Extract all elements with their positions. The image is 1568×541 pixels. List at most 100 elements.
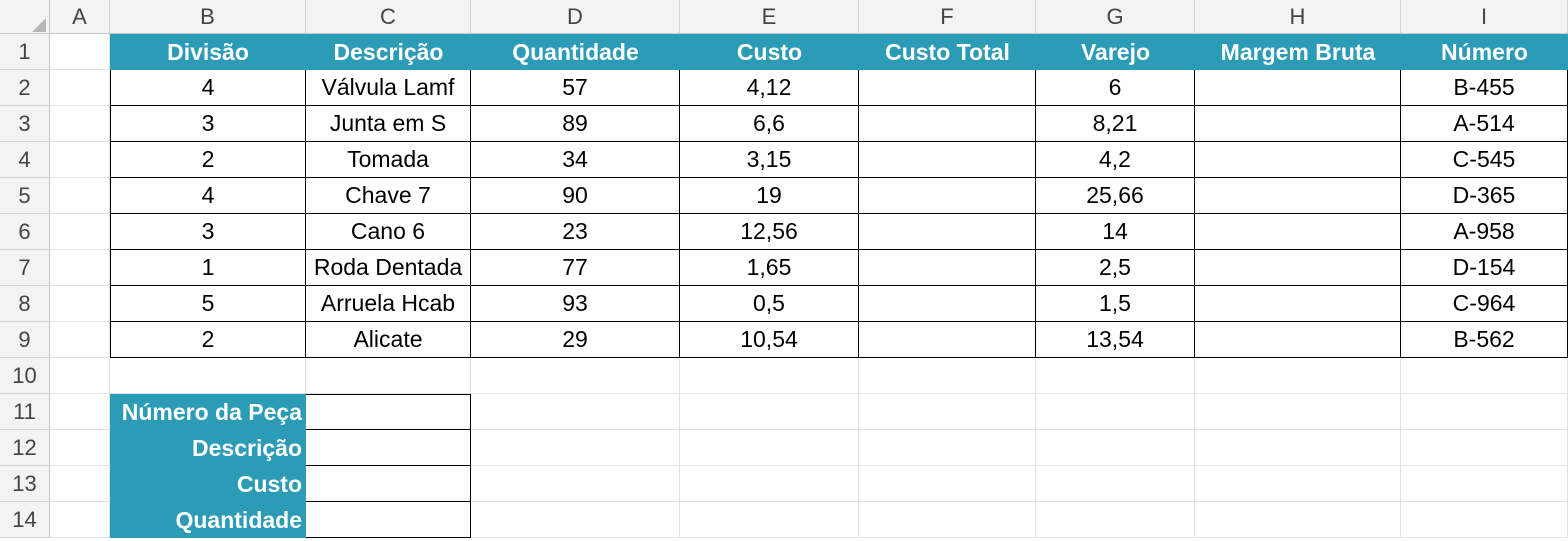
table-cell[interactable]: 13,54	[1036, 322, 1195, 358]
table-cell[interactable]	[1195, 70, 1401, 106]
row-header-8[interactable]: 8	[0, 286, 50, 322]
table-cell[interactable]: 93	[471, 286, 680, 322]
table-cell[interactable]: 6	[1036, 70, 1195, 106]
table-cell[interactable]: 10,54	[680, 322, 859, 358]
table-cell[interactable]: 0,5	[680, 286, 859, 322]
table-cell[interactable]: 5	[110, 286, 306, 322]
column-header-b[interactable]: B	[110, 0, 306, 34]
cell[interactable]	[680, 358, 859, 394]
table-cell[interactable]	[1195, 178, 1401, 214]
cell[interactable]	[471, 394, 680, 430]
table-cell[interactable]: 4,12	[680, 70, 859, 106]
table-cell[interactable]: Junta em S	[306, 106, 471, 142]
table-cell[interactable]: 25,66	[1036, 178, 1195, 214]
table-cell[interactable]: 57	[471, 70, 680, 106]
table-cell[interactable]: B-562	[1401, 322, 1568, 358]
cell[interactable]	[1036, 466, 1195, 502]
column-header-g[interactable]: G	[1036, 0, 1195, 34]
cell[interactable]	[110, 358, 306, 394]
column-header-f[interactable]: F	[859, 0, 1036, 34]
table-cell[interactable]	[1195, 286, 1401, 322]
table-cell[interactable]: D-365	[1401, 178, 1568, 214]
table-cell[interactable]: 1	[110, 250, 306, 286]
cell[interactable]	[50, 430, 110, 466]
row-header-13[interactable]: 13	[0, 466, 50, 502]
table-header-cell[interactable]: Varejo	[1036, 34, 1195, 70]
table-header-cell[interactable]: Número	[1401, 34, 1568, 70]
table-cell[interactable]: 77	[471, 250, 680, 286]
table-cell[interactable]: Tomada	[306, 142, 471, 178]
cell[interactable]	[680, 502, 859, 538]
table-cell[interactable]: C-545	[1401, 142, 1568, 178]
table-cell[interactable]: 2,5	[1036, 250, 1195, 286]
table-cell[interactable]: 23	[471, 214, 680, 250]
cell[interactable]	[50, 502, 110, 538]
column-header-e[interactable]: E	[680, 0, 859, 34]
table-cell[interactable]	[859, 322, 1036, 358]
table-cell[interactable]	[859, 142, 1036, 178]
cell[interactable]	[680, 430, 859, 466]
cell[interactable]	[471, 466, 680, 502]
cell[interactable]	[1036, 358, 1195, 394]
table-cell[interactable]: 4	[110, 70, 306, 106]
table-cell[interactable]: A-958	[1401, 214, 1568, 250]
table-cell[interactable]: C-964	[1401, 286, 1568, 322]
table-cell[interactable]: 1,65	[680, 250, 859, 286]
cell[interactable]	[1195, 358, 1401, 394]
cell[interactable]	[859, 466, 1036, 502]
row-header-4[interactable]: 4	[0, 142, 50, 178]
cell[interactable]	[1401, 358, 1568, 394]
table-header-cell[interactable]: Descrição	[306, 34, 471, 70]
table-cell[interactable]	[859, 70, 1036, 106]
table-cell[interactable]: 8,21	[1036, 106, 1195, 142]
row-header-12[interactable]: 12	[0, 430, 50, 466]
table-cell[interactable]: 90	[471, 178, 680, 214]
cell[interactable]	[50, 394, 110, 430]
column-header-h[interactable]: H	[1195, 0, 1401, 34]
table-cell[interactable]: 89	[471, 106, 680, 142]
table-cell[interactable]: 2	[110, 142, 306, 178]
cell[interactable]	[50, 34, 110, 70]
cell[interactable]	[471, 502, 680, 538]
table-cell[interactable]: Roda Dentada	[306, 250, 471, 286]
cell[interactable]	[1195, 466, 1401, 502]
cell[interactable]	[50, 214, 110, 250]
table-cell[interactable]: 6,6	[680, 106, 859, 142]
cell[interactable]	[1036, 502, 1195, 538]
row-header-11[interactable]: 11	[0, 394, 50, 430]
cell[interactable]	[680, 394, 859, 430]
table-cell[interactable]: 4,2	[1036, 142, 1195, 178]
cell[interactable]	[50, 142, 110, 178]
cell[interactable]	[471, 430, 680, 466]
table-cell[interactable]: 3	[110, 214, 306, 250]
row-header-2[interactable]: 2	[0, 70, 50, 106]
cell[interactable]	[471, 358, 680, 394]
table-cell[interactable]: B-455	[1401, 70, 1568, 106]
cell[interactable]	[1401, 394, 1568, 430]
table-cell[interactable]: 1,5	[1036, 286, 1195, 322]
cell[interactable]	[1401, 430, 1568, 466]
cell[interactable]	[50, 466, 110, 502]
table-cell[interactable]: 19	[680, 178, 859, 214]
table-header-cell[interactable]: Quantidade	[471, 34, 680, 70]
cell[interactable]	[50, 322, 110, 358]
column-header-d[interactable]: D	[471, 0, 680, 34]
cell[interactable]	[1036, 394, 1195, 430]
cell[interactable]	[859, 430, 1036, 466]
lookup-input-cell[interactable]	[306, 394, 471, 430]
table-cell[interactable]: A-514	[1401, 106, 1568, 142]
cell[interactable]	[859, 394, 1036, 430]
row-header-1[interactable]: 1	[0, 34, 50, 70]
cell[interactable]	[1036, 430, 1195, 466]
lookup-input-cell[interactable]	[306, 502, 471, 538]
table-cell[interactable]	[1195, 250, 1401, 286]
select-all-corner[interactable]	[0, 0, 50, 34]
cell[interactable]	[1401, 466, 1568, 502]
table-cell[interactable]	[859, 250, 1036, 286]
table-cell[interactable]	[859, 178, 1036, 214]
lookup-input-cell[interactable]	[306, 466, 471, 502]
cell[interactable]	[50, 286, 110, 322]
cell[interactable]	[306, 358, 471, 394]
table-cell[interactable]: Chave 7	[306, 178, 471, 214]
table-cell[interactable]: 14	[1036, 214, 1195, 250]
